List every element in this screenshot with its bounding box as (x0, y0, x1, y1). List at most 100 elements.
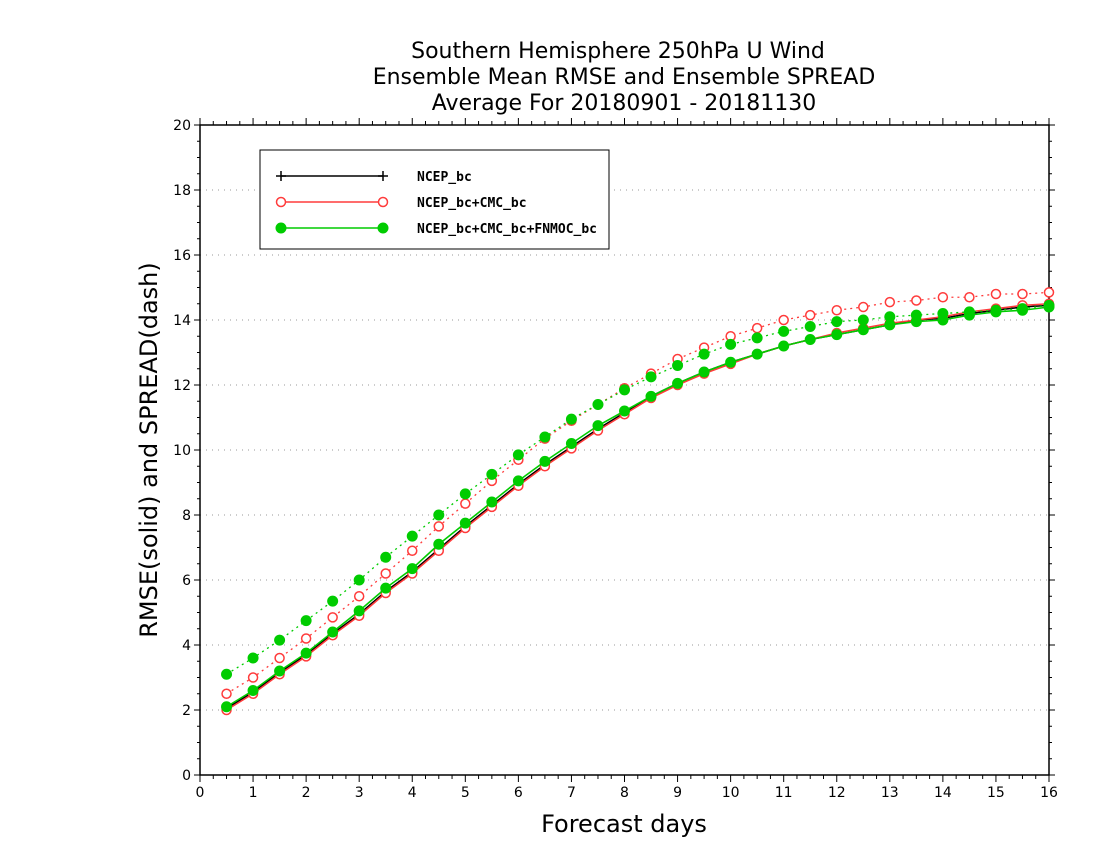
spread-point-3 (406, 530, 418, 542)
rmse-point-3 (831, 329, 843, 341)
rmse-point-3 (672, 377, 684, 389)
spread-point-3 (247, 652, 259, 664)
rmse-point-3 (804, 334, 816, 345)
y-tick-label-0: 0 (182, 768, 191, 784)
spread-point-2 (407, 545, 418, 556)
legend-marker-end-2 (377, 196, 389, 208)
spread-point-3 (486, 468, 498, 480)
spread-point-3 (619, 384, 630, 396)
series-2 (221, 287, 1055, 716)
x-tick-label-15: 15 (987, 785, 1005, 801)
rmse-point-3 (592, 420, 604, 432)
rmse-point-3 (565, 438, 577, 449)
spread-point-2 (804, 309, 816, 321)
chart-title: Southern Hemisphere 250hPa U Wind Ensemb… (373, 39, 876, 116)
spread-point-2 (884, 296, 896, 308)
rmse-point-3 (963, 309, 975, 321)
rmse-point-3 (937, 314, 949, 326)
spread-point-3 (672, 360, 684, 371)
spread-point-3 (459, 488, 471, 500)
spread-point-3 (433, 509, 445, 521)
spread-point-3 (645, 371, 657, 383)
series-1 (221, 300, 1054, 714)
y-tick-label-20: 20 (173, 118, 191, 134)
x-axis-label: Forecast days (541, 810, 707, 838)
rmse-point-3 (539, 455, 551, 467)
rmse-point-3 (778, 340, 790, 352)
rmse-point-3 (1016, 304, 1028, 316)
rmse-point-3 (406, 563, 418, 575)
rmse-point-3 (459, 517, 471, 529)
rmse-point-3 (380, 582, 392, 594)
x-tick-label-6: 6 (514, 785, 523, 801)
rmse-point-3 (512, 475, 524, 487)
x-tick-label-16: 16 (1040, 785, 1058, 801)
x-tick-label-11: 11 (775, 785, 793, 801)
x-tick-label-3: 3 (355, 785, 364, 801)
spread-point-3 (512, 449, 524, 461)
rmse-point-3 (300, 647, 312, 659)
title-line-2: Ensemble Mean RMSE and Ensemble SPREAD (373, 65, 876, 90)
x-tick-label-4: 4 (408, 785, 417, 801)
y-tick-label-8: 8 (182, 508, 191, 524)
rmse-point-3 (247, 685, 259, 696)
legend-marker-start-3 (275, 222, 287, 234)
x-tick-label-9: 9 (673, 785, 682, 801)
spread-point-2 (1043, 287, 1055, 298)
rmse-point-3 (274, 665, 286, 677)
spread-point-3 (725, 338, 737, 350)
x-tick-label-5: 5 (461, 785, 470, 801)
spread-point-3 (778, 325, 790, 337)
y-tick-label-18: 18 (173, 183, 191, 199)
rmse-point-3 (751, 348, 763, 360)
x-tick-label-12: 12 (828, 785, 846, 801)
spread-point-2 (831, 305, 842, 316)
spread-point-3 (751, 332, 763, 344)
rmse-point-3 (645, 390, 657, 402)
spread-point-2 (990, 288, 1002, 300)
series-3 (221, 299, 1055, 713)
spread-point-3 (353, 574, 365, 586)
spread-point-3 (592, 399, 604, 410)
x-tick-label-2: 2 (302, 785, 311, 801)
title-line-3: Average For 20180901 - 20181130 (432, 91, 817, 116)
y-tick-label-2: 2 (182, 703, 191, 719)
spread-point-2 (433, 521, 445, 532)
spread-point-2 (327, 612, 338, 623)
rmse-point-3 (857, 324, 869, 336)
x-tick-label-13: 13 (881, 785, 899, 801)
spread-point-3 (804, 321, 816, 332)
y-tick-label-14: 14 (173, 313, 191, 329)
rmse-line-2 (226, 302, 1050, 711)
spread-point-3 (857, 314, 869, 326)
spread-point-2 (353, 591, 365, 602)
spread-point-2 (858, 301, 869, 313)
rmse-point-3 (1043, 301, 1055, 313)
x-tick-label-10: 10 (722, 785, 740, 801)
spread-point-3 (539, 431, 551, 443)
spread-point-3 (831, 316, 843, 328)
spread-point-3 (300, 615, 312, 627)
spread-line-2 (226, 291, 1050, 695)
spread-point-3 (565, 413, 577, 425)
spread-point-2 (778, 314, 789, 326)
spread-point-2 (274, 652, 285, 664)
spread-point-2 (221, 688, 232, 699)
rmse-point-3 (433, 538, 445, 550)
rmse-point-3 (725, 356, 737, 368)
rmse-point-3 (910, 316, 922, 328)
rmse-line-1 (226, 304, 1050, 710)
spread-point-2 (460, 498, 471, 509)
y-tick-label-6: 6 (182, 573, 191, 589)
y-tick-label-12: 12 (173, 378, 191, 394)
spread-point-3 (274, 634, 286, 646)
x-tick-label-7: 7 (567, 785, 576, 801)
rmse-point-3 (884, 319, 896, 331)
spread-point-2 (1017, 288, 1028, 300)
legend-label-2: NCEP_bc+CMC_bc (417, 196, 527, 211)
spread-point-2 (751, 322, 763, 334)
y-tick-label-16: 16 (173, 248, 191, 264)
spread-point-3 (327, 595, 339, 607)
series-layer (221, 287, 1055, 716)
